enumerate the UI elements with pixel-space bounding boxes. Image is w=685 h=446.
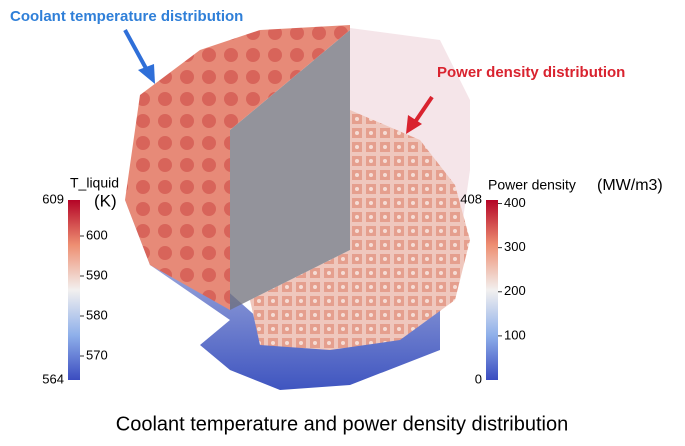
reactor-render [125, 25, 470, 390]
power-label: Power density distribution [437, 64, 625, 81]
tick-label: 100 [504, 327, 526, 342]
tick-label: 300 [504, 239, 526, 254]
colorbar [486, 200, 498, 380]
colorbar-max: 408 [460, 191, 482, 206]
colorbar-unit: (MW/m3) [597, 177, 663, 194]
colorbar-title: T_liquid [70, 175, 119, 191]
colorbar-unit: (K) [94, 191, 117, 210]
tick-label: 580 [86, 307, 108, 322]
colorbar [68, 200, 80, 380]
colorbar-title: Power density [488, 177, 576, 193]
coolant-label: Coolant temperature distribution [10, 8, 243, 25]
tick-label: 590 [86, 267, 108, 282]
colorbar-min: 564 [42, 371, 64, 386]
tick-label: 200 [504, 283, 526, 298]
caption: Coolant temperature and power density di… [116, 413, 568, 435]
tick-label: 570 [86, 347, 108, 362]
figure: Coolant temperature distribution Power d… [0, 0, 685, 441]
colorbar-max: 609 [42, 191, 64, 206]
tick-label: 600 [86, 227, 108, 242]
colorbar-min: 0 [475, 371, 482, 386]
tick-label: 400 [504, 195, 526, 210]
coolant-arrow [125, 30, 155, 84]
